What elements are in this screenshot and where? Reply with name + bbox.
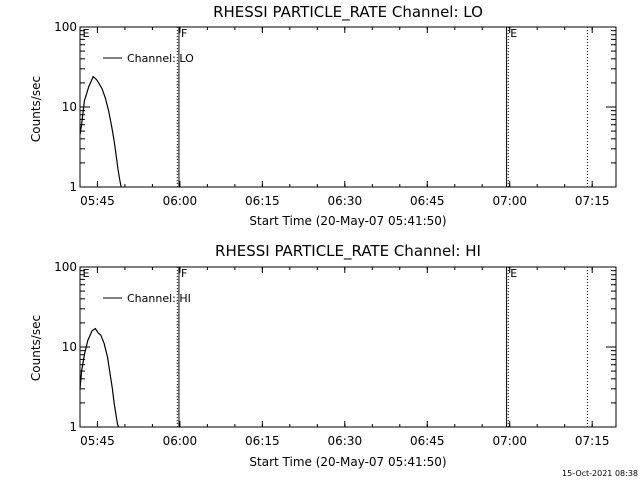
chart-title-lo: RHESSI PARTICLE_RATE Channel: LO	[213, 3, 483, 22]
x-tick-label-hi: 07:15	[575, 434, 610, 448]
series-line-lo	[79, 75, 122, 188]
y-tick-label-lo: 1	[69, 180, 77, 194]
event-label-hi: F	[181, 267, 187, 280]
event-label-lo: F	[181, 27, 187, 40]
panel-lo: RHESSI PARTICLE_RATE Channel: LO Start T…	[29, 3, 617, 228]
legend-label-hi: Channel: HI	[127, 292, 191, 305]
y-tick-label-hi: 10	[62, 340, 77, 354]
x-tick-label-lo: 06:00	[163, 194, 198, 208]
y-axis-label-hi: Counts/sec	[29, 315, 43, 381]
y-tick-label-hi: 1	[69, 420, 77, 434]
x-tick-label-hi: 06:00	[163, 434, 198, 448]
plot-frame-lo	[79, 26, 617, 188]
plot-area-lo: 1 10 100 05:45 06:00 06:15 06:30 06:45 07:00 07:1…	[54, 20, 617, 208]
x-tick-label-hi: 06:30	[328, 434, 363, 448]
x-tick-label-lo: 07:15	[575, 194, 610, 208]
x-tick-label-lo: 06:45	[410, 194, 445, 208]
x-tick-label-hi: 06:45	[410, 434, 445, 448]
legend-label-lo: Channel: LO	[127, 52, 194, 65]
plot-frame-hi	[79, 266, 617, 428]
x-axis-label-hi: Start Time (20-May-07 05:41:50)	[249, 455, 446, 469]
x-tick-label-lo: 07:00	[492, 194, 527, 208]
chart-title-hi: RHESSI PARTICLE_RATE Channel: HI	[215, 242, 481, 261]
y-tick-label-lo: 10	[62, 100, 77, 114]
y-tick-label-lo: 100	[54, 20, 77, 34]
footer-timestamp: 15-Oct-2021 08:38	[562, 469, 638, 478]
event-label-lo: E	[510, 27, 517, 40]
x-axis-label-lo: Start Time (20-May-07 05:41:50)	[249, 214, 446, 228]
x-tick-label-lo: 05:45	[80, 194, 115, 208]
panel-hi: RHESSI PARTICLE_RATE Channel: HI Start T…	[29, 242, 617, 469]
event-label-hi: E	[510, 267, 517, 280]
series-line-hi	[79, 327, 120, 428]
event-label-lo: E	[83, 27, 90, 40]
plot-area-hi: 1 10 100 05:45 06:00 06:15 06:30 06:45 07:00 07:1…	[54, 260, 617, 448]
x-tick-label-hi: 07:00	[492, 434, 527, 448]
y-tick-label-hi: 100	[54, 260, 77, 274]
event-label-hi: E	[83, 267, 90, 280]
y-axis-label-lo: Counts/sec	[29, 76, 43, 142]
x-tick-label-hi: 05:45	[80, 434, 115, 448]
x-tick-label-lo: 06:30	[328, 194, 363, 208]
x-tick-label-lo: 06:15	[245, 194, 280, 208]
x-tick-label-hi: 06:15	[245, 434, 280, 448]
